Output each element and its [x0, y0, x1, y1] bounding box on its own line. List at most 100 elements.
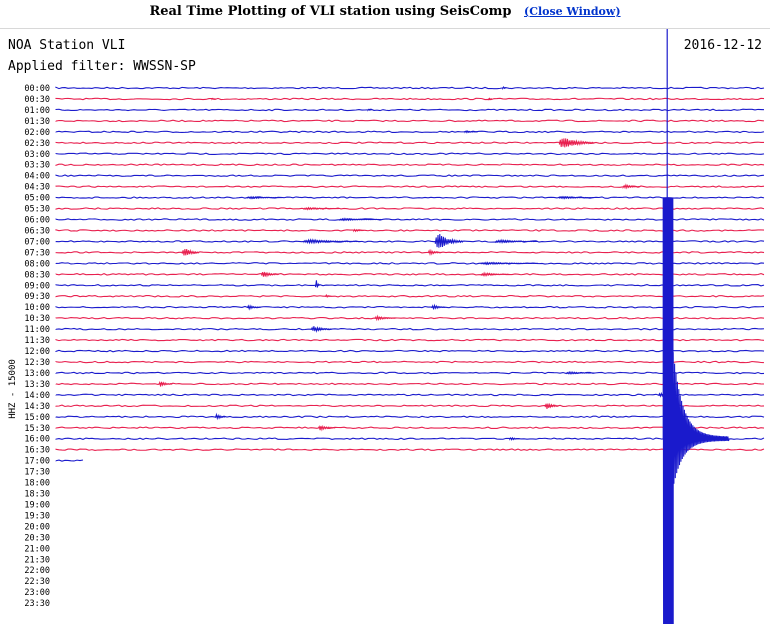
trace-line — [55, 185, 765, 188]
main-event — [662, 197, 730, 625]
event-burst — [246, 195, 283, 200]
time-label: 14:30 — [24, 402, 50, 412]
time-label: 19:00 — [24, 500, 50, 510]
time-label: 06:00 — [24, 216, 50, 226]
time-label: 10:00 — [24, 303, 50, 313]
time-label: 04:00 — [24, 172, 50, 182]
time-label: 13:30 — [24, 380, 50, 390]
page-header: Real Time Plotting of VLI station using … — [0, 0, 770, 26]
event-burst — [509, 436, 520, 441]
event-burst — [181, 248, 200, 256]
trace-line — [55, 97, 765, 101]
time-label: 19:30 — [24, 511, 50, 521]
trace-line — [55, 218, 765, 221]
event-burst — [374, 314, 396, 322]
trace-line — [55, 251, 765, 254]
y-axis-label: HHZ - 15000 — [8, 359, 18, 419]
trace-line — [55, 327, 765, 331]
time-label: 15:30 — [24, 424, 50, 434]
time-label: 09:30 — [24, 292, 50, 302]
trace-line — [55, 196, 765, 199]
trace-line — [55, 163, 765, 167]
trace-line — [55, 141, 765, 145]
event-burst — [502, 86, 507, 91]
event-burst — [353, 228, 364, 233]
time-label: 01:00 — [24, 106, 50, 116]
trace-line — [55, 448, 765, 451]
trace-line — [55, 86, 765, 90]
event-burst — [544, 402, 559, 410]
helicorder-panel: NOA Station VLI 2016-12-12 Applied filte… — [0, 28, 770, 625]
trace-line — [55, 152, 765, 155]
event-burst — [558, 195, 595, 200]
time-label: 07:00 — [24, 237, 50, 247]
event-burst — [464, 130, 478, 134]
trace-line — [55, 273, 765, 276]
time-label: 16:00 — [24, 435, 50, 445]
trace-line — [55, 240, 765, 243]
trace-line — [55, 174, 765, 177]
trace-lines — [55, 86, 765, 462]
time-label: 05:00 — [24, 194, 50, 204]
trace-line — [55, 415, 765, 419]
trace-line — [55, 437, 765, 440]
close-window-link[interactable]: (Close Window) — [524, 5, 621, 18]
event-bursts — [158, 86, 669, 441]
time-label: 14:00 — [24, 391, 50, 401]
event-burst — [310, 326, 333, 334]
time-label: 03:00 — [24, 150, 50, 160]
trace-line — [55, 284, 765, 287]
time-labels: 00:0000:3001:0001:3002:0002:3003:0003:30… — [24, 84, 50, 609]
page-title: Real Time Plotting of VLI station using … — [149, 4, 512, 19]
time-label: 22:00 — [24, 566, 50, 576]
time-label: 08:00 — [24, 259, 50, 269]
event-burst — [215, 412, 226, 421]
trace-line — [55, 229, 765, 232]
time-label: 10:30 — [24, 314, 50, 324]
event-burst — [488, 97, 493, 101]
time-label: 18:00 — [24, 479, 50, 489]
time-label: 09:00 — [24, 281, 50, 291]
filter-label: Applied filter: WWSSN-SP — [8, 59, 196, 74]
event-burst — [317, 424, 336, 432]
event-burst — [566, 370, 595, 375]
time-label: 21:30 — [24, 555, 50, 565]
event-burst — [261, 271, 279, 278]
trace-line — [55, 360, 765, 364]
time-label: 21:00 — [24, 544, 50, 554]
time-label: 20:00 — [24, 522, 50, 532]
time-label: 12:00 — [24, 347, 50, 357]
trace-line — [55, 294, 765, 298]
station-label: NOA Station VLI — [8, 38, 125, 53]
event-burst — [367, 108, 372, 112]
event-burst — [158, 380, 173, 387]
event-burst — [339, 217, 382, 222]
event-burst — [558, 138, 595, 148]
time-label: 17:00 — [24, 457, 50, 467]
helicorder-chart: NOA Station VLI 2016-12-12 Applied filte… — [8, 29, 765, 625]
time-label: 18:30 — [24, 490, 50, 500]
trace-line — [55, 426, 765, 430]
trace-line — [55, 262, 765, 265]
time-label: 11:30 — [24, 336, 50, 346]
event-burst — [324, 293, 332, 298]
time-label: 05:30 — [24, 205, 50, 215]
trace-line — [55, 371, 765, 375]
time-label: 01:30 — [24, 117, 50, 127]
time-label: 12:30 — [24, 358, 50, 368]
time-label: 04:30 — [24, 183, 50, 193]
trace-line — [55, 316, 765, 320]
time-label: 00:30 — [24, 95, 50, 105]
time-label: 23:00 — [24, 588, 50, 598]
event-burst — [427, 248, 442, 257]
event-burst — [315, 280, 320, 288]
time-label: 16:30 — [24, 446, 50, 456]
event-burst — [246, 304, 262, 311]
event-burst — [480, 261, 539, 266]
time-label: 20:30 — [24, 533, 50, 543]
event-burst — [622, 183, 641, 190]
time-label: 17:30 — [24, 468, 50, 478]
event-burst — [431, 303, 446, 310]
time-label: 03:30 — [24, 161, 50, 171]
event-burst — [303, 238, 361, 245]
